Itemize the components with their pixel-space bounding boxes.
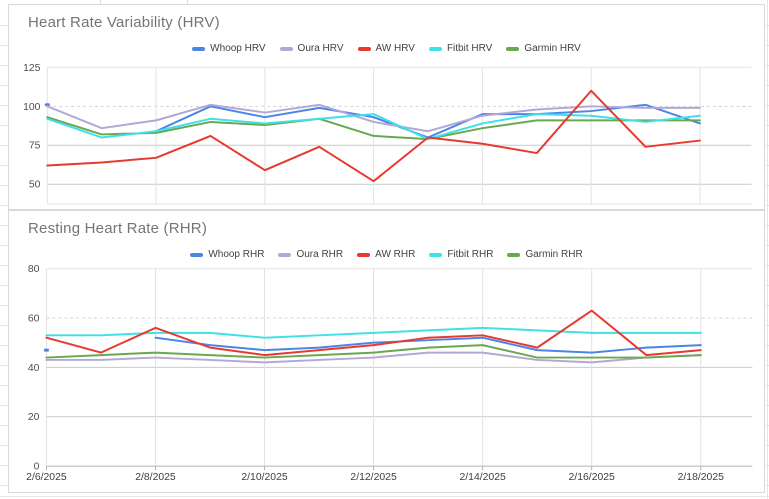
series-line-aw-hrv [46,89,701,183]
series-line-oura-rhr [45,351,702,364]
x-axis-tick-label: 2/18/2025 [678,472,725,483]
series-line-garmin-hrv [46,116,701,141]
legend-item: AW HRV [357,43,415,54]
x-axis-tick-label: 2/16/2025 [569,472,616,483]
y-axis-tick-label: 80 [28,264,40,275]
series-line-fitbit-rhr [45,326,702,339]
legend-item: Fitbit HRV [428,43,493,54]
legend-swatch [192,46,206,51]
y-axis-tick-label: 100 [23,102,41,113]
legend-swatch [428,46,442,51]
legend-item: Oura HRV [279,43,344,54]
legend-label: Garmin HRV [524,43,581,54]
y-axis-tick-label: 50 [29,180,41,191]
x-axis-tick-label: 2/14/2025 [460,472,507,483]
sheet-gridline [767,0,768,499]
series-line-aw-rhr [45,309,702,357]
sheet-gridline [100,0,101,5]
legend-swatch [190,252,204,257]
legend-label: Whoop HRV [210,43,266,54]
x-axis-tick-label: 2/6/2025 [26,472,67,483]
chart-legend: Whoop RHR Oura RHR AW RHR Fitbit RHR Garmin … [9,249,764,260]
hrv-chart-card[interactable]: Heart Rate Variability (HRV) Whoop HRV Ou… [8,4,765,210]
legend-item: Oura RHR [278,249,343,260]
legend-label: Oura HRV [297,43,344,54]
sheet-gridline [187,0,188,5]
y-axis-tick-label: 60 [28,313,40,324]
legend-item: Fitbit RHR [429,249,493,260]
x-axis-tick-label: 2/12/2025 [350,472,397,483]
legend-swatch [429,252,443,257]
x-axis-tick-label: 2/10/2025 [241,472,288,483]
chart-title: Heart Rate Variability (HRV) [28,14,220,31]
series-line-fitbit-hrv [46,113,701,141]
legend-label: Fitbit HRV [446,43,493,54]
legend-item: Whoop RHR [190,249,264,260]
legend-label: AW RHR [375,249,416,260]
chart-legend: Whoop HRV Oura HRV AW HRV Fitbit HRV Garmin … [9,43,764,54]
legend-label: Oura RHR [296,249,344,260]
legend-swatch [357,252,371,257]
series-line-whoop-rhr [154,336,702,354]
legend-label: Garmin RHR [525,249,583,260]
legend-item: Whoop HRV [192,43,266,54]
y-axis-tick-label: 125 [23,63,41,74]
rhr-chart-card[interactable]: Resting Heart Rate (RHR) Whoop RHR Oura R… [8,210,765,493]
legend-swatch [507,252,521,257]
legend-label: AW HRV [375,43,415,54]
y-axis-tick-label: 0 [34,462,40,473]
legend-swatch [357,46,371,51]
legend-item: Garmin HRV [506,43,581,54]
rhr-plot: 80 60 40 20 02/6/2025 2/8/2025 2/10/2025 2/12/2… [26,264,753,483]
series-point-whoop-hrv [44,103,50,107]
x-axis-tick-label: 2/8/2025 [135,472,176,483]
series-line-oura-hrv [46,103,701,133]
legend-label: Whoop RHR [208,249,265,260]
legend-item: Garmin RHR [507,249,583,260]
legend-item: AW RHR [357,249,415,260]
sheet-gridline [0,496,769,497]
legend-label: Fitbit RHR [447,249,494,260]
y-axis-tick-label: 75 [29,141,41,152]
hrv-plot: 125 100 75 50 [23,63,752,205]
y-axis-tick-label: 20 [28,412,40,423]
legend-swatch [506,46,520,51]
y-axis-tick-label: 40 [28,363,40,374]
legend-swatch [278,252,292,257]
chart-title: Resting Heart Rate (RHR) [28,220,208,237]
series-line-garmin-rhr [45,344,702,359]
series-point-whoop-rhr [43,348,49,352]
legend-swatch [279,46,293,51]
